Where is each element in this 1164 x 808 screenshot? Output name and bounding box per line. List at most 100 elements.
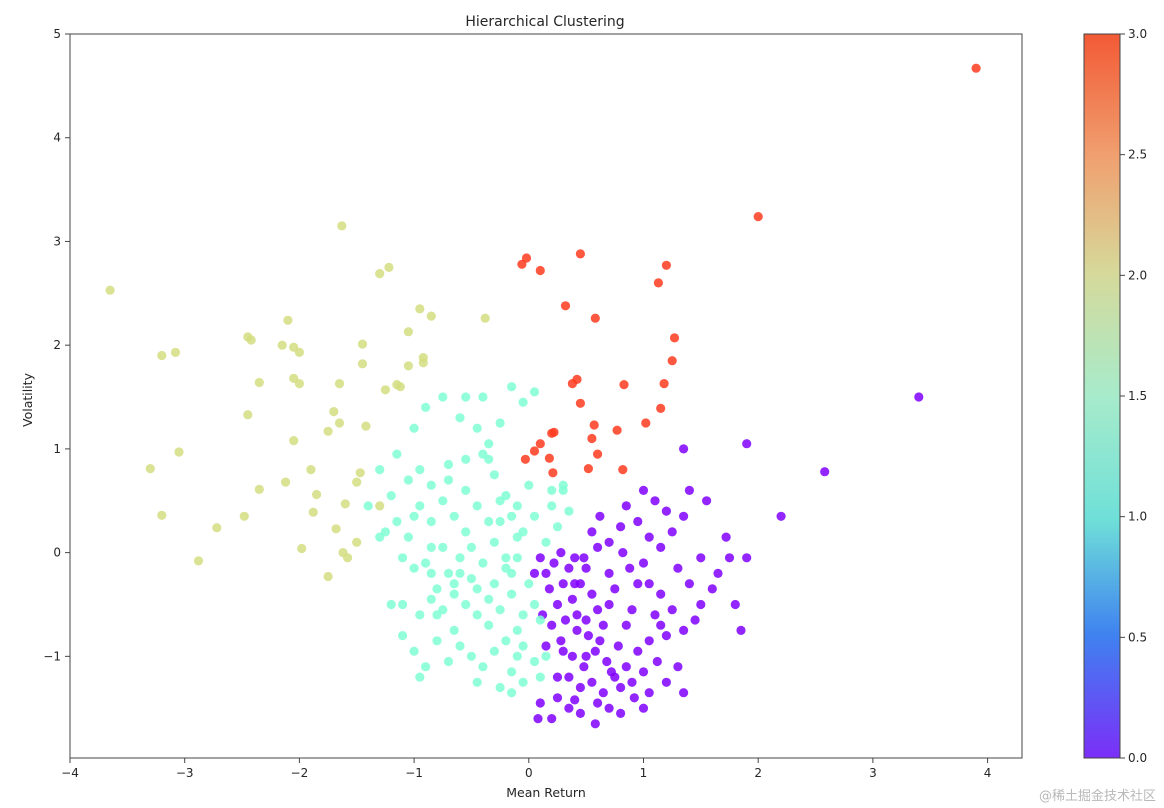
cluster-0-point-0 bbox=[535, 553, 545, 563]
cluster-1-point-58 bbox=[461, 454, 471, 464]
cluster-0-point-110 bbox=[742, 439, 752, 449]
cluster-2-point-22 bbox=[297, 543, 307, 554]
cluster-1-point-113 bbox=[398, 553, 408, 563]
cluster-0-point-57 bbox=[547, 620, 557, 630]
cluster-0-point-47 bbox=[638, 667, 649, 677]
cluster-0-point-7 bbox=[544, 584, 555, 594]
cluster-0-point-84 bbox=[730, 599, 740, 610]
cluster-2-point-50 bbox=[426, 311, 436, 321]
cluster-3-point-6 bbox=[661, 260, 672, 270]
cluster-1-point-11 bbox=[495, 605, 505, 615]
cluster-2-point-21 bbox=[281, 477, 291, 487]
cluster-1-point-70 bbox=[472, 423, 482, 433]
cluster-0-point-105 bbox=[552, 672, 563, 682]
cluster-0-point-96 bbox=[581, 615, 591, 625]
cluster-0-point-9 bbox=[567, 594, 578, 604]
cluster-1-point-96 bbox=[455, 568, 465, 579]
cluster-0-point-95 bbox=[625, 563, 635, 573]
cluster-0-point-3 bbox=[556, 548, 566, 558]
cluster-0-point-85 bbox=[736, 625, 746, 636]
cluster-1-point-25 bbox=[466, 651, 476, 661]
cluster-2-point-20 bbox=[289, 436, 299, 446]
plot-frame bbox=[69, 33, 1023, 759]
y-tick-label: −1 bbox=[43, 649, 61, 663]
cluster-3-point-4 bbox=[517, 259, 527, 269]
cluster-0-point-74 bbox=[702, 496, 712, 506]
cluster-0-point-93 bbox=[541, 641, 551, 651]
cluster-0-point-19 bbox=[610, 584, 620, 594]
cluster-2-point-27 bbox=[334, 418, 345, 428]
cluster-1-point-112 bbox=[484, 454, 494, 464]
cluster-1-point-9 bbox=[409, 563, 419, 573]
cluster-2-point-14 bbox=[277, 340, 287, 350]
cluster-1-point-62 bbox=[512, 501, 522, 511]
colorbar-tick-label: 0.0 bbox=[1128, 751, 1147, 765]
cluster-0-point-99 bbox=[629, 693, 639, 703]
colorbar-tick-label: 0.5 bbox=[1128, 630, 1147, 644]
cluster-1-point-12 bbox=[484, 594, 494, 604]
cluster-0-point-4 bbox=[558, 579, 568, 589]
cluster-0-point-26 bbox=[621, 620, 631, 630]
cluster-0-point-76 bbox=[684, 579, 695, 589]
cluster-1-point-4 bbox=[466, 574, 476, 584]
cluster-1-point-38 bbox=[443, 656, 454, 667]
cluster-1-point-63 bbox=[524, 480, 534, 490]
cluster-0-point-107 bbox=[533, 714, 543, 724]
cluster-3-point-29 bbox=[618, 465, 628, 475]
cluster-3-point-30 bbox=[548, 468, 558, 478]
cluster-0-point-103 bbox=[644, 579, 654, 589]
cluster-1-point-89 bbox=[449, 625, 459, 636]
cluster-1-point-73 bbox=[421, 402, 431, 412]
cluster-1-point-60 bbox=[489, 470, 499, 480]
cluster-0-point-91 bbox=[679, 688, 689, 698]
cluster-3-point-10 bbox=[669, 333, 680, 343]
cluster-1-point-83 bbox=[375, 465, 385, 475]
colorbar-tick-label: 2.0 bbox=[1128, 268, 1147, 282]
cluster-3-point-26 bbox=[593, 449, 603, 459]
cluster-3-point-2 bbox=[575, 249, 586, 259]
cluster-2-point-54 bbox=[306, 465, 316, 475]
cluster-0-point-88 bbox=[690, 615, 700, 625]
cluster-1-point-110 bbox=[547, 485, 557, 495]
cluster-1-point-27 bbox=[432, 636, 442, 646]
cluster-1-point-2 bbox=[489, 579, 499, 589]
y-axis-label: Volatility bbox=[20, 372, 35, 427]
cluster-1-point-79 bbox=[478, 392, 488, 402]
y-tick-label: 0 bbox=[53, 546, 61, 560]
cluster-2-point-52 bbox=[375, 501, 385, 511]
cluster-1-point-114 bbox=[443, 475, 454, 485]
x-tick-label: 3 bbox=[869, 766, 877, 780]
cluster-0-point-53 bbox=[590, 719, 600, 729]
cluster-1-point-56 bbox=[426, 480, 436, 490]
cluster-2-point-24 bbox=[308, 507, 318, 517]
cluster-0-point-111 bbox=[679, 444, 689, 454]
colorbar bbox=[1083, 33, 1121, 759]
cluster-3-point-17 bbox=[656, 403, 666, 413]
cluster-2-point-35 bbox=[352, 477, 362, 487]
cluster-2-point-42 bbox=[380, 385, 390, 395]
cluster-0-point-52 bbox=[570, 695, 580, 705]
cluster-1-point-49 bbox=[415, 501, 425, 511]
cluster-1-point-10 bbox=[507, 589, 517, 599]
cluster-0-point-37 bbox=[644, 636, 654, 646]
x-tick-label: 0 bbox=[525, 766, 533, 780]
cluster-3-point-24 bbox=[587, 433, 597, 444]
y-tick-label: 4 bbox=[53, 131, 61, 145]
cluster-1-point-72 bbox=[438, 392, 448, 402]
cluster-1-point-39 bbox=[415, 672, 425, 682]
cluster-1-point-94 bbox=[535, 615, 545, 625]
cluster-2-point-33 bbox=[323, 571, 333, 582]
cluster-0-point-46 bbox=[627, 677, 637, 687]
data-points bbox=[105, 63, 981, 729]
cluster-1-point-91 bbox=[507, 568, 517, 579]
cluster-2-point-51 bbox=[480, 313, 490, 323]
cluster-0-point-97 bbox=[595, 636, 605, 646]
cluster-0-point-59 bbox=[572, 610, 582, 620]
x-axis-ticks: −4 −3 −2 −1 0 1 2 3 4 bbox=[61, 758, 991, 780]
cluster-2-point-25 bbox=[323, 426, 333, 436]
y-tick-label: 3 bbox=[53, 234, 61, 248]
cluster-0-point-38 bbox=[650, 610, 660, 620]
cluster-3-point-7 bbox=[653, 278, 664, 288]
cluster-0-point-58 bbox=[558, 646, 568, 656]
